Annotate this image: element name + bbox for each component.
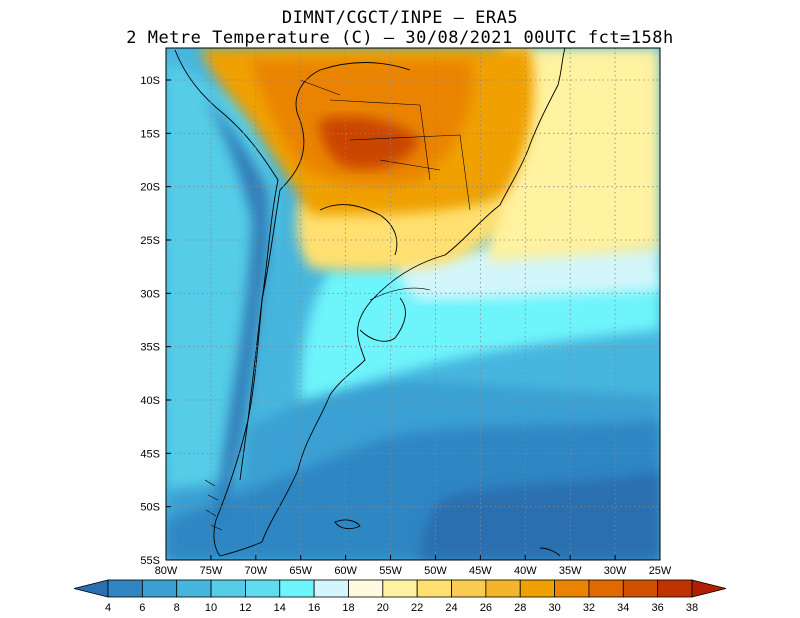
chile-islands [204,479,223,531]
colorbar-label: 38 [686,602,698,614]
x-tick-label: 75W [200,565,223,577]
y-tick-label: 40S [140,395,160,407]
x-axis-ticks: 80W 75W 70W 65W 60W 55W 50W 45W 40W 35W 30W 25W [155,555,672,577]
coastlines [174,48,566,557]
border-brazil-states [299,79,471,211]
y-tick-label: 45S [140,448,160,460]
chart-title-line2: 2 Metre Temperature (C) – 30/08/2021 00U… [126,28,674,48]
x-tick-label: 80W [155,565,178,577]
colorbar-low-arrow [73,579,109,598]
colorbar-label: 32 [583,602,595,614]
colorbar-swatch [313,579,349,598]
chart-title-line1: DIMNT/CGCT/INPE – ERA5 [281,8,519,28]
y-tick-label: 55S [140,555,160,567]
colorbar-label: 12 [239,602,251,614]
colorbar-swatch [382,579,418,598]
colorbar-swatch [588,579,624,598]
colorbar-label: 36 [652,602,664,614]
colorbar-swatch [451,579,487,598]
y-tick-label: 35S [140,342,160,354]
y-tick-label: 15S [140,128,160,140]
y-axis-ticks: 10S 15S 20S 25S 30S 35S 40S 45S 50S 55S [140,75,171,567]
border-bolivia [279,62,411,191]
colorbar-swatch [416,579,452,598]
colorbar-swatch [107,579,143,598]
colorbar-label: 14 [274,602,286,614]
colorbar-swatch [519,579,555,598]
colorbar-label: 6 [139,602,145,614]
x-tick-label: 30W [604,565,627,577]
x-tick-label: 35W [559,565,582,577]
border-paraguay [319,204,398,256]
lat-lon-grid [166,48,660,560]
x-tick-label: 40W [514,565,537,577]
y-tick-label: 25S [140,235,160,247]
x-tick-label: 65W [289,565,312,577]
map-frame [165,47,661,561]
colorbar-swatch [348,579,384,598]
colorbar-label: 30 [548,602,560,614]
colorbar-swatch [485,579,521,598]
south-georgia [539,547,561,557]
x-tick-label: 45W [469,565,492,577]
border-uruguay [369,287,431,301]
x-tick-label: 70W [245,565,268,577]
x-tick-label: 55W [379,565,402,577]
x-tick-label: 25W [649,565,672,577]
colorbar-swatch [554,579,590,598]
colorbar-label: 16 [308,602,320,614]
region-ocean-south-deep [420,470,660,560]
border-chile-argentina [239,189,281,481]
colorbar-label: 24 [445,602,457,614]
x-tick-label: 60W [334,565,357,577]
colorbar-label: 10 [205,602,217,614]
colorbar-high-arrow [691,579,727,598]
colorbar-label: 18 [342,602,354,614]
colorbar-swatch [657,579,693,598]
y-tick-label: 30S [140,288,160,300]
colorbar-label: 34 [617,602,629,614]
y-tick-label: 20S [140,182,160,194]
colorbar-swatch [279,579,315,598]
colorbar-label: 26 [480,602,492,614]
rio-de-la-plata [359,297,406,342]
temperature-field [166,48,660,560]
colorbar-swatch [176,579,212,598]
colorbar-swatch [245,579,281,598]
colorbar-label: 22 [411,602,423,614]
y-tick-label: 10S [140,75,160,87]
colorbar-label: 28 [514,602,526,614]
colorbar-swatch [622,579,659,598]
region-andes-cold [205,95,270,520]
region-atlantic-27s [398,243,660,300]
malvinas [334,519,361,530]
colorbar-label: 8 [174,602,180,614]
colorbar-swatch [141,579,178,598]
y-tick-label: 50S [140,502,160,514]
region-mato-grosso-hot [319,116,420,169]
colorbar: 4 6 8 10 12 14 16 18 20 22 24 26 28 30 32 34 36 38 [73,579,727,614]
colorbar-label: 4 [105,602,111,614]
x-tick-label: 50W [424,565,447,577]
colorbar-swatch [210,579,246,598]
colorbar-label: 20 [377,602,389,614]
region-atlantic-30s [300,268,660,400]
